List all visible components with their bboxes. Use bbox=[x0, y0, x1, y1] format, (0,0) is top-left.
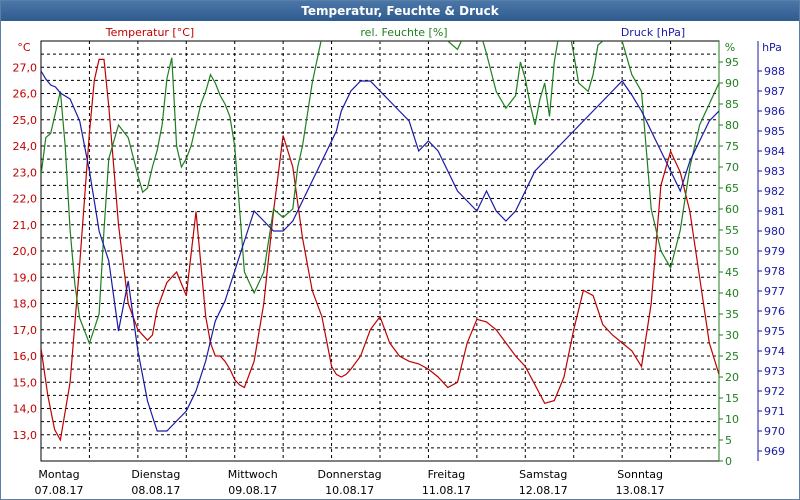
humidity-tick-label: 45 bbox=[725, 266, 739, 279]
humidity-tick-label: 55 bbox=[725, 224, 739, 237]
humidity-tick-label: 40 bbox=[725, 287, 739, 300]
pressure-tick-label: 980 bbox=[764, 225, 785, 238]
temperature-line bbox=[41, 58, 719, 442]
window-title: Temperatur, Feuchte & Druck bbox=[1, 1, 799, 21]
pressure-line bbox=[41, 70, 719, 432]
pressure-tick-label: 974 bbox=[764, 345, 785, 358]
temperature-tick-label: 24,0 bbox=[13, 140, 38, 153]
pressure-axis-title: Druck [hPa] bbox=[621, 26, 685, 39]
pressure-tick-label: 971 bbox=[764, 405, 785, 418]
x-tick-date: 07.08.17 bbox=[35, 484, 84, 497]
humidity-tick-label: 15 bbox=[725, 392, 739, 405]
temperature-tick-label: 17,0 bbox=[13, 324, 38, 337]
grid bbox=[40, 40, 720, 462]
pressure-tick-label: 977 bbox=[764, 285, 785, 298]
pressure-unit: hPa bbox=[762, 41, 782, 54]
x-tick-day: Donnerstag bbox=[317, 468, 381, 481]
humidity-unit: % bbox=[725, 41, 735, 54]
temperature-tick-label: 15,0 bbox=[13, 376, 38, 389]
humidity-tick-label: 35 bbox=[725, 308, 739, 321]
x-tick-day: Montag bbox=[38, 468, 79, 481]
pressure-tick-label: 969 bbox=[764, 445, 785, 458]
temperature-axis-title: Temperatur [°C] bbox=[105, 26, 194, 39]
humidity-axis-title: rel. Feuchte [%] bbox=[360, 26, 447, 39]
pressure-tick-label: 984 bbox=[764, 145, 785, 158]
x-tick-date: 08.08.17 bbox=[131, 484, 180, 497]
x-tick-date: 13.08.17 bbox=[616, 484, 665, 497]
temperature-tick-label: 18,0 bbox=[13, 298, 38, 311]
x-tick-date: 10.08.17 bbox=[325, 484, 374, 497]
pressure-tick-label: 973 bbox=[764, 365, 785, 378]
pressure-tick-label: 981 bbox=[764, 205, 785, 218]
humidity-tick-label: 25 bbox=[725, 350, 739, 363]
pressure-tick-label: 970 bbox=[764, 425, 785, 438]
temperature-tick-label: 21,0 bbox=[13, 219, 38, 232]
temperature-tick-label: 25,0 bbox=[13, 114, 38, 127]
temperature-tick-label: 14,0 bbox=[13, 403, 38, 416]
x-tick-date: 12.08.17 bbox=[519, 484, 568, 497]
pressure-tick-label: 975 bbox=[764, 325, 785, 338]
humidity-tick-label: 75 bbox=[725, 140, 739, 153]
humidity-tick-label: 80 bbox=[725, 119, 739, 132]
humidity-tick-label: 50 bbox=[725, 245, 739, 258]
humidity-tick-label: 5 bbox=[725, 434, 732, 447]
temperature-tick-label: 23,0 bbox=[13, 166, 38, 179]
pressure-tick-label: 983 bbox=[764, 165, 785, 178]
pressure-tick-label: 972 bbox=[764, 385, 785, 398]
temperature-unit: °C bbox=[17, 41, 31, 54]
pressure-tick-label: 988 bbox=[764, 65, 785, 78]
x-tick-day: Mittwoch bbox=[228, 468, 278, 481]
pressure-tick-label: 986 bbox=[764, 105, 785, 118]
humidity-tick-label: 90 bbox=[725, 77, 739, 90]
pressure-tick-label: 976 bbox=[764, 305, 785, 318]
series-lines bbox=[41, 41, 719, 442]
humidity-tick-label: 60 bbox=[725, 203, 739, 216]
temperature-tick-label: 26,0 bbox=[13, 88, 38, 101]
humidity-tick-label: 70 bbox=[725, 161, 739, 174]
temperature-tick-label: 27,0 bbox=[13, 61, 38, 74]
pressure-tick-label: 985 bbox=[764, 125, 785, 138]
humidity-tick-label: 0 bbox=[725, 455, 732, 468]
pressure-tick-label: 978 bbox=[764, 265, 785, 278]
x-tick-date: 09.08.17 bbox=[228, 484, 277, 497]
humidity-tick-label: 30 bbox=[725, 329, 739, 342]
x-tick-date: 11.08.17 bbox=[422, 484, 471, 497]
pressure-tick-label: 987 bbox=[764, 85, 785, 98]
humidity-tick-label: 20 bbox=[725, 371, 739, 384]
x-tick-day: Samstag bbox=[519, 468, 567, 481]
humidity-tick-label: 10 bbox=[725, 413, 739, 426]
pressure-tick-label: 982 bbox=[764, 185, 785, 198]
x-tick-day: Dienstag bbox=[131, 468, 180, 481]
humidity-tick-label: 65 bbox=[725, 182, 739, 195]
humidity-line bbox=[41, 41, 719, 346]
pressure-tick-label: 979 bbox=[764, 245, 785, 258]
x-tick-day: Sonntag bbox=[617, 468, 663, 481]
humidity-tick-label: 85 bbox=[725, 98, 739, 111]
temperature-tick-label: 22,0 bbox=[13, 193, 38, 206]
axis-labels: Temperatur [°C] rel. Feuchte [%] Druck [… bbox=[13, 26, 786, 497]
temperature-tick-label: 19,0 bbox=[13, 271, 38, 284]
humidity-tick-label: 95 bbox=[725, 56, 739, 69]
temperature-tick-label: 13,0 bbox=[13, 429, 38, 442]
x-tick-day: Freitag bbox=[428, 468, 466, 481]
temperature-tick-label: 16,0 bbox=[13, 350, 38, 363]
temperature-tick-label: 20,0 bbox=[13, 245, 38, 258]
